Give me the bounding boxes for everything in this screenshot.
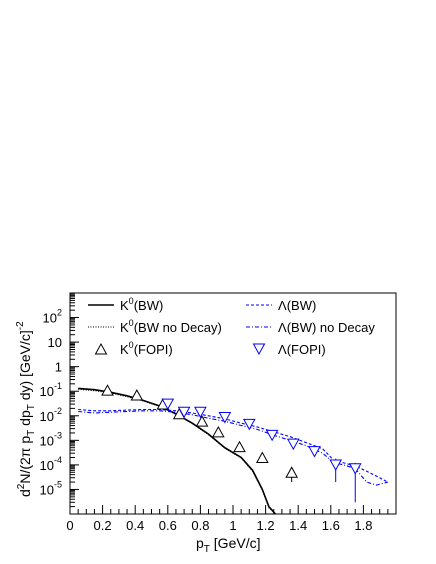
marker-lambda_fopi xyxy=(161,398,175,411)
x-tick-label: 0.4 xyxy=(126,518,144,533)
legend-label-k0_bw_nodecay: K0(BW no Decay) xyxy=(120,318,222,335)
axis-labels: pT [GeV/c] d2N/(2π pT dpT dy) [GeV/c]-2 xyxy=(15,321,260,555)
legend-swatch-lambda_fopi xyxy=(252,343,266,355)
y-tick-label: 10-1 xyxy=(40,381,62,399)
legend-label-lambda_bw_nodecay: Λ(BW) no Decay xyxy=(278,320,375,335)
x-axis-label: pT [GeV/c] xyxy=(196,535,260,555)
y-tick-label: 10-2 xyxy=(40,406,62,424)
marker-k0_fopi xyxy=(195,415,209,427)
marker-k0_fopi xyxy=(285,466,299,478)
y-tick-label: 10-5 xyxy=(40,479,62,497)
marker-k0_fopi xyxy=(101,384,114,396)
marker-k0_fopi xyxy=(211,425,225,438)
series-k0_bw_nodecay xyxy=(78,388,276,514)
x-tick-label: 1.8 xyxy=(354,518,372,533)
x-tick-label: 1 xyxy=(229,518,236,533)
marker-lambda_fopi xyxy=(265,429,279,442)
x-tick-label: 1.6 xyxy=(322,518,340,533)
marker-k0_fopi xyxy=(255,451,269,463)
marker-lambda_fopi xyxy=(218,412,232,424)
marker-lambda_fopi xyxy=(348,463,362,475)
marker-lambda_fopi xyxy=(177,406,191,419)
y-tick-label: 10 xyxy=(48,335,62,350)
axes: 0 0.2 0.4 0.6 0.8 1 1.2 1.4 1.6 1.8 102 10 1 10-1 10-2… xyxy=(40,292,397,533)
x-tick-label: 0 xyxy=(66,518,73,533)
legend-label-lambda_bw: Λ(BW) xyxy=(278,298,316,313)
y-tick-label: 1 xyxy=(55,360,62,375)
x-tick-label: 0.8 xyxy=(191,518,209,533)
marker-lambda_fopi xyxy=(242,418,256,431)
legend-swatch-k0_fopi xyxy=(94,343,108,355)
marker-lambda_fopi xyxy=(286,438,300,451)
legend-label-k0_bw: K0(BW) xyxy=(120,296,163,313)
legend-label-lambda_fopi: Λ(FOPI) xyxy=(278,342,326,357)
y-tick-label: 10-3 xyxy=(40,430,62,448)
y-tick-label: 10-4 xyxy=(40,455,62,473)
x-tick-label: 0.6 xyxy=(159,518,177,533)
y-axis-label: d2N/(2π pT dpT dy) [GeV/c]-2 xyxy=(15,321,37,497)
x-tick-label: 1.4 xyxy=(289,518,307,533)
marker-k0_fopi xyxy=(130,389,144,401)
x-tick-label: 0.2 xyxy=(94,518,112,533)
marker-lambda_fopi xyxy=(329,459,343,471)
plot-area xyxy=(78,384,389,514)
x-tick-label: 1.2 xyxy=(257,518,275,533)
legend: K0(BW) K0(BW no Decay) K0(FOPI) Λ(BW) Λ(BW) … xyxy=(88,296,375,357)
legend-label-k0_fopi: K0(FOPI) xyxy=(120,340,173,357)
y-tick-label: 102 xyxy=(43,308,62,326)
marker-k0_fopi xyxy=(233,440,246,453)
marker-lambda_fopi xyxy=(308,446,321,458)
marker-lambda_fopi xyxy=(194,406,207,419)
